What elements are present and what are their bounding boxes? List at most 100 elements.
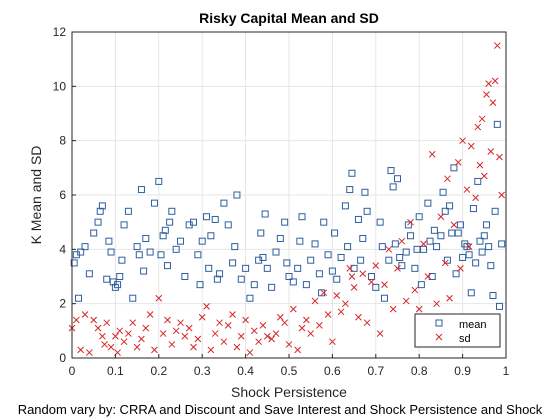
mean-point bbox=[402, 248, 410, 256]
sd-point bbox=[294, 346, 302, 354]
mean-point bbox=[439, 188, 447, 196]
mean-point bbox=[140, 267, 148, 275]
sd-point bbox=[125, 330, 132, 337]
mean-point bbox=[129, 294, 137, 302]
mean-point bbox=[261, 210, 269, 218]
mean-point bbox=[237, 275, 245, 283]
sd-point bbox=[333, 292, 341, 299]
mean-point bbox=[216, 270, 224, 278]
mean-point bbox=[367, 273, 375, 280]
mean-point bbox=[233, 191, 241, 199]
mean-point bbox=[220, 199, 228, 207]
mean-point bbox=[133, 243, 141, 251]
mean-point bbox=[428, 273, 436, 280]
mean-point bbox=[118, 256, 126, 264]
mean-point bbox=[315, 270, 323, 278]
sd-point bbox=[381, 281, 388, 289]
sd-point bbox=[350, 284, 358, 291]
mean-point bbox=[489, 292, 497, 300]
mean-point bbox=[307, 256, 315, 264]
mean-point bbox=[387, 167, 395, 175]
mean-point bbox=[207, 232, 215, 240]
mean-point bbox=[446, 202, 454, 210]
sd-point bbox=[207, 346, 215, 354]
sd-point bbox=[272, 330, 280, 337]
sd-point bbox=[493, 42, 501, 49]
mean-point bbox=[485, 243, 493, 251]
sd-point bbox=[289, 305, 297, 313]
sd-point bbox=[220, 338, 228, 346]
mean-point bbox=[203, 213, 211, 221]
sd-point bbox=[487, 148, 495, 155]
sd-point bbox=[385, 245, 393, 253]
x-tick-label: 0.7 bbox=[367, 364, 384, 378]
mean-point bbox=[94, 218, 102, 226]
sd-point bbox=[348, 273, 356, 280]
data-points bbox=[68, 42, 506, 356]
x-tick-label: 0.9 bbox=[454, 364, 471, 378]
sd-point bbox=[298, 324, 306, 332]
x-tick-label: 0.4 bbox=[237, 364, 254, 378]
mean-point bbox=[198, 237, 206, 245]
mean-point bbox=[196, 281, 204, 289]
mean-point bbox=[283, 259, 291, 267]
mean-point bbox=[259, 253, 267, 261]
sd-point bbox=[181, 332, 189, 340]
sd-point bbox=[151, 346, 158, 354]
mean-point bbox=[452, 270, 460, 278]
y-tick-label: 6 bbox=[59, 188, 66, 202]
mean-point bbox=[348, 169, 356, 177]
sd-point bbox=[129, 319, 137, 327]
sd-point bbox=[324, 311, 332, 318]
mean-point bbox=[75, 294, 83, 302]
sd-point bbox=[133, 343, 141, 351]
sd-point bbox=[146, 311, 154, 318]
legend-sd-marker bbox=[435, 333, 443, 341]
mean-point bbox=[437, 232, 445, 240]
mean-point bbox=[480, 232, 488, 240]
mean-point bbox=[157, 251, 165, 259]
sd-point bbox=[81, 311, 89, 318]
mean-point bbox=[424, 199, 432, 207]
mean-point bbox=[177, 237, 184, 245]
x-tick-label: 0.1 bbox=[107, 364, 124, 378]
sd-point bbox=[444, 175, 451, 183]
mean-point bbox=[391, 240, 399, 248]
chart-title: Risky Capital Mean and SD bbox=[199, 10, 379, 26]
sd-point bbox=[198, 313, 206, 321]
sd-point bbox=[216, 319, 223, 327]
sd-point bbox=[72, 316, 80, 324]
mean-point bbox=[257, 229, 265, 237]
mean-point bbox=[146, 248, 154, 256]
mean-point bbox=[372, 283, 380, 291]
mean-point bbox=[346, 186, 354, 194]
sd-point bbox=[459, 137, 466, 145]
y-axis-label: K Mean and SD bbox=[28, 146, 44, 245]
mean-point bbox=[474, 177, 482, 185]
legend: mean sd bbox=[414, 313, 501, 348]
mean-point bbox=[142, 234, 150, 242]
mean-point bbox=[493, 120, 501, 128]
mean-point bbox=[495, 302, 503, 310]
sd-point bbox=[307, 330, 315, 337]
mean-point bbox=[389, 183, 397, 191]
y-tick-label: 0 bbox=[59, 351, 66, 365]
sd-point bbox=[420, 240, 427, 248]
sd-point bbox=[450, 221, 458, 229]
sd-point bbox=[433, 300, 440, 308]
mean-point bbox=[465, 251, 473, 259]
mean-point bbox=[363, 207, 371, 215]
mean-point bbox=[103, 275, 111, 283]
mean-point bbox=[404, 221, 412, 229]
sd-point bbox=[446, 294, 453, 302]
sd-point bbox=[155, 294, 163, 302]
y-tick-label: 10 bbox=[53, 79, 67, 93]
mean-point bbox=[105, 237, 113, 245]
mean-point bbox=[281, 218, 289, 226]
sd-point bbox=[233, 343, 241, 351]
sd-point bbox=[437, 213, 445, 221]
mean-point bbox=[150, 199, 158, 207]
mean-point bbox=[181, 273, 189, 280]
sd-point bbox=[250, 327, 258, 335]
